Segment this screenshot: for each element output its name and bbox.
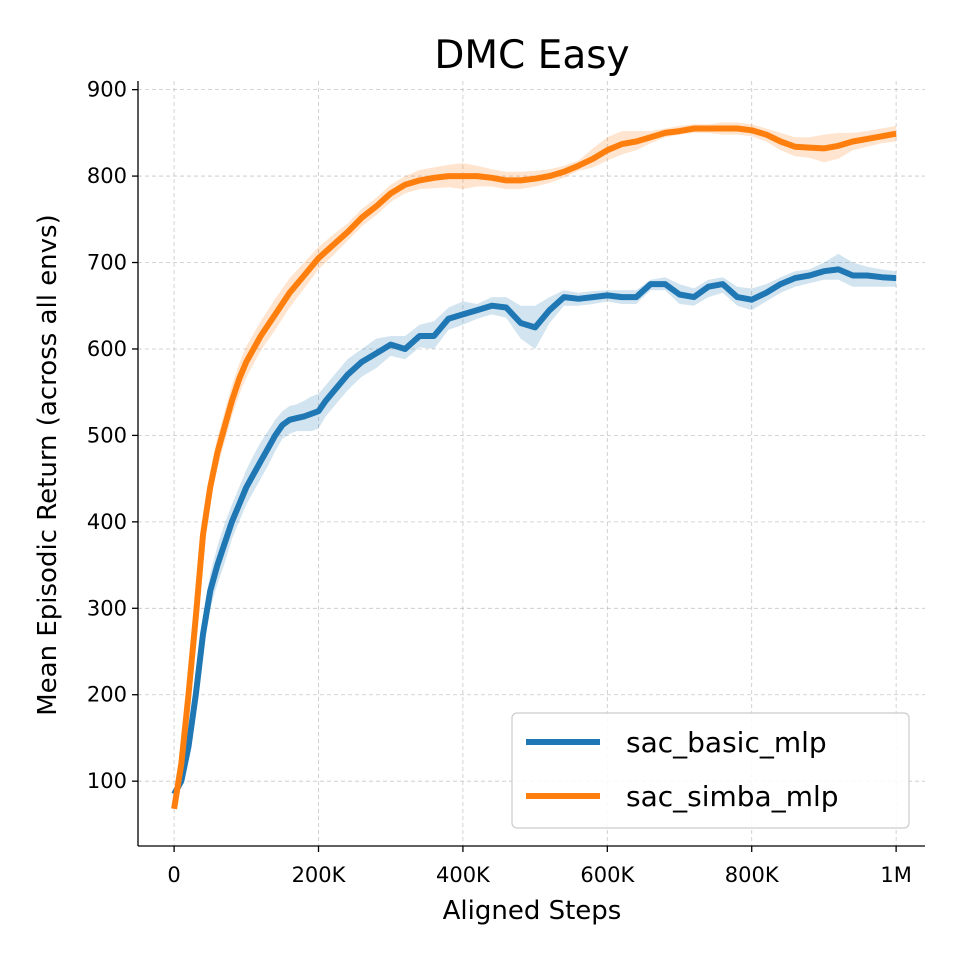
legend-box [511, 712, 910, 829]
chart-title: DMC Easy [434, 33, 629, 78]
y-tick-label-600: 600 [87, 337, 127, 361]
y-tick-label-700: 700 [87, 251, 127, 275]
y-tick-label-500: 500 [87, 423, 127, 447]
series-line-sac-basic-mlp [171, 266, 897, 796]
x-tick-label-1m: 1M [880, 863, 911, 887]
series-line-sac-simba-mlp [171, 125, 897, 810]
axes-spines [137, 81, 925, 847]
x-tick-label-800k: 800K [725, 863, 780, 887]
y-tick-label-800: 800 [87, 164, 127, 188]
x-axis-label: Aligned Steps [443, 896, 622, 926]
x-tick-label-600k: 600K [580, 863, 635, 887]
y-tick-label-200: 200 [87, 683, 127, 707]
x-tick-label-0: 0 [167, 863, 180, 887]
y-tick-label-300: 300 [87, 596, 127, 620]
legend-label-sac-simba-mlp: sac_simba_mlp [626, 780, 839, 813]
y-tick-label-900: 900 [87, 78, 127, 102]
band-sac-simba-mlp [174, 122, 897, 814]
y-tick-label-100: 100 [87, 769, 127, 793]
series-lines [171, 125, 897, 810]
x-tick-label-400k: 400K [436, 863, 491, 887]
legend-label-sac-basic-mlp: sac_basic_mlp [626, 726, 827, 759]
axis-ticks: 0 200K 400K 600K 800K 1M 100 200 300 400 500 600 700… [87, 78, 912, 887]
y-tick-label-400: 400 [87, 510, 127, 534]
legend: sac_basic_mlp sac_simba_mlp [511, 712, 910, 829]
y-axis-label: Mean Episodic Return (across all envs) [33, 214, 63, 716]
confidence-bands [174, 122, 897, 814]
x-tick-label-200k: 200K [292, 863, 347, 887]
